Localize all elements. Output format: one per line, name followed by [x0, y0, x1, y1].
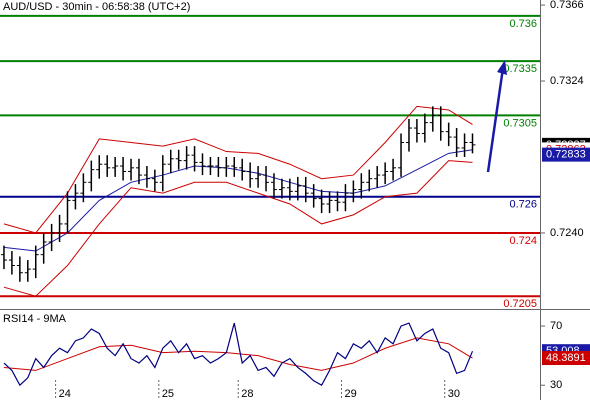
y-tick-label: 0.7240 — [550, 227, 584, 239]
price-tag-box — [542, 351, 590, 366]
x-tick-label: 28 — [241, 388, 253, 400]
panel-title: RSI14 - 9MA — [3, 313, 67, 325]
level-label: 0.736 — [509, 18, 537, 30]
x-tick-label: 30 — [448, 388, 460, 400]
y-tick-label: 70 — [550, 320, 562, 332]
x-tick-label: 25 — [162, 388, 174, 400]
overlay-line — [3, 105, 473, 234]
forecast-arrow — [486, 67, 505, 173]
x-tick-label: 29 — [344, 388, 356, 400]
chart-title: AUD/USD - 30min - 06:58:38 (UTC+2) — [3, 1, 190, 13]
level-label: 0.7205 — [503, 298, 537, 310]
y-tick-label: 30 — [550, 379, 562, 391]
ma-line — [3, 337, 473, 371]
y-tick-label: 0.7366 — [550, 0, 584, 11]
level-label: 0.7335 — [503, 63, 537, 75]
level-label: 0.726 — [509, 199, 537, 211]
forecast-arrowhead — [497, 60, 507, 75]
price-tag: 48.3891 — [546, 352, 586, 364]
title-bg — [0, 0, 188, 14]
price-tag: 0.72833 — [546, 149, 586, 161]
rsi-line — [3, 322, 474, 387]
level-label: 0.7305 — [503, 117, 537, 129]
y-tick-label: 0.7324 — [550, 75, 584, 87]
level-label: 0.724 — [509, 235, 537, 247]
overlay-line — [3, 160, 473, 297]
price-tag-box — [542, 147, 590, 162]
x-tick-label: 24 — [59, 388, 71, 400]
